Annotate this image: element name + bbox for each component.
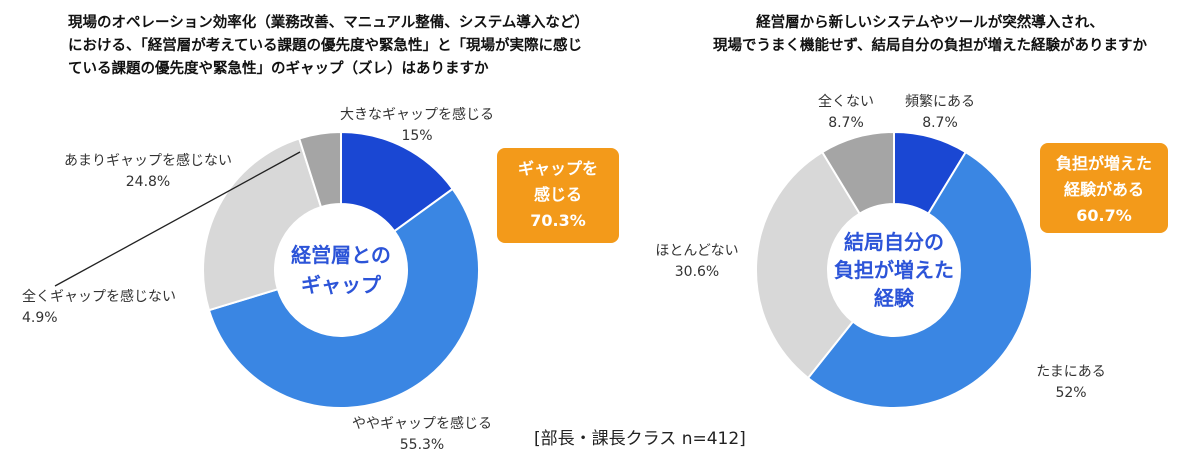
donut-slice — [297, 130, 342, 209]
slice-value-label: 4.9% — [22, 310, 58, 326]
slice-value-label: 8.7% — [828, 115, 864, 131]
chart-title-right: 経営層から新しいシステムやツールが突然導入され、 現場でうまく機能せず、結局自分… — [690, 12, 1170, 58]
title-line: 経営層から新しいシステムやツールが突然導入され、 — [756, 15, 1104, 31]
badge-text: 感じる — [534, 185, 582, 204]
donut-slice — [806, 150, 1033, 409]
center-label: 経営層との — [291, 243, 391, 267]
donut-slice — [820, 130, 895, 215]
slice-label: あまりギャップを感じない — [64, 152, 232, 169]
slice-value-label: 24.8% — [126, 174, 170, 190]
badge-text: ギャップを — [518, 159, 598, 178]
badge-text: 70.3% — [530, 211, 586, 230]
slice-label: 全くギャップを感じない — [22, 288, 176, 305]
slice-value-label: 15% — [401, 128, 432, 144]
title-line: 現場のオペレーション効率化（業務改善、マニュアル整備、システム導入など） — [68, 15, 589, 31]
slice-label: 大きなギャップを感じる — [340, 106, 494, 123]
summary-badge — [497, 148, 619, 243]
slice-value-label: 8.7% — [922, 115, 958, 131]
slice-value-label: 30.6% — [675, 264, 719, 280]
footnote: [部長・課長クラス n=412] — [534, 429, 746, 449]
donut-slice — [202, 137, 323, 312]
leader-line — [54, 151, 301, 287]
center-label: 負担が増えた — [834, 258, 954, 282]
donut-chart-left: 大きなギャップを感じる 15% ややギャップを感じる 55.3% あまりギャップを感じな… — [22, 106, 619, 453]
badge-text: 経験がある — [1064, 180, 1144, 199]
donut-slice — [207, 187, 480, 410]
slice-label: ややギャップを感じる — [352, 415, 492, 432]
badge-text: 負担が増えた — [1056, 154, 1152, 173]
chart-title-left: 現場のオペレーション効率化（業務改善、マニュアル整備、システム導入など） におけ… — [68, 12, 658, 81]
center-label: 結局自分の — [844, 230, 944, 254]
donut-chart-right: 頻繁にある 8.7% たまにある 52% ほとんどない 30.6% 全くない 8.7% 結局自分… — [655, 93, 1168, 409]
slice-label: ほとんどない — [655, 243, 738, 259]
slice-value-label: 52% — [1055, 385, 1086, 401]
center-label: 経験 — [874, 286, 915, 310]
title-line: 現場でうまく機能せず、結局自分の負担が増えた経験がありますか — [713, 38, 1147, 54]
center-label: ギャップ — [301, 273, 382, 297]
summary-badge — [1040, 143, 1168, 233]
slice-label: 頻繁にある — [905, 94, 975, 110]
title-line: ている課題の優先度や緊急性」のギャップ（ズレ）はありますか — [68, 61, 489, 77]
slice-label: たまにある — [1036, 364, 1106, 380]
slice-value-label: 55.3% — [400, 437, 444, 453]
badge-text: 60.7% — [1076, 206, 1132, 225]
donut-slice — [755, 150, 862, 380]
slice-label: 全くない — [818, 93, 874, 110]
title-line: における、「経営層が考えている課題の優先度や緊急性」と「現場が実際に感じ — [68, 38, 583, 54]
